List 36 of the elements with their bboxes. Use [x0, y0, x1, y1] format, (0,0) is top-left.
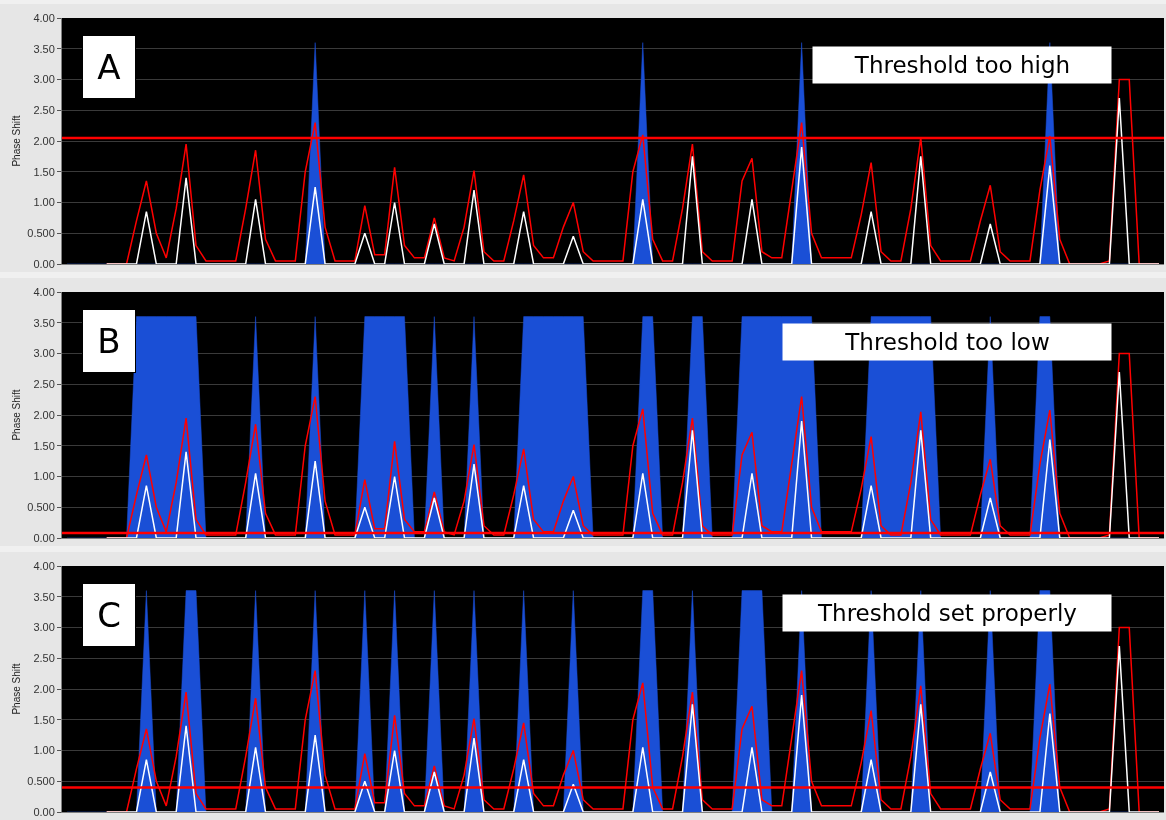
y-tick-label: 4.00: [33, 559, 55, 572]
annotation: Threshold too high: [853, 52, 1071, 78]
y-tick-label: 2.00: [33, 408, 55, 421]
y-tick-label: 0.500: [27, 775, 55, 788]
y-tick-label: 1.50: [33, 165, 55, 178]
y-tick-label: 3.00: [33, 621, 55, 634]
annotation: Threshold too low: [844, 329, 1050, 355]
annotation: C: [97, 595, 121, 635]
y-tick-label: 0.00: [33, 805, 55, 818]
y-tick-label: 0.00: [33, 257, 55, 270]
y-tick-label: 1.50: [33, 439, 55, 452]
y-tick-label: 1.00: [33, 196, 55, 209]
y-tick-label: 3.00: [33, 73, 55, 86]
y-tick-label: 2.50: [33, 104, 55, 117]
y-axis-title: Phase Shift: [11, 663, 23, 715]
y-tick-label: 0.500: [27, 501, 55, 514]
y-tick-label: 2.00: [33, 134, 55, 147]
y-tick-label: 3.00: [33, 347, 55, 360]
y-axis-title: Phase Shift: [11, 389, 23, 441]
y-tick-label: 3.50: [33, 42, 55, 55]
y-tick-label: 2.00: [33, 682, 55, 695]
y-tick-label: 1.00: [33, 470, 55, 483]
y-tick-label: 4.00: [33, 285, 55, 298]
y-tick-label: 3.50: [33, 316, 55, 329]
annotation: A: [97, 47, 121, 87]
y-tick-label: 3.50: [33, 590, 55, 603]
y-tick-label: 0.00: [33, 531, 55, 544]
annotation: Threshold set properly: [817, 600, 1077, 626]
y-axis-title: Phase Shift: [11, 115, 23, 167]
y-tick-label: 1.50: [33, 713, 55, 726]
y-tick-label: 2.50: [33, 652, 55, 665]
y-tick-label: 1.00: [33, 744, 55, 757]
annotation: B: [97, 321, 121, 361]
y-tick-label: 0.500: [27, 227, 55, 240]
y-tick-label: 2.50: [33, 378, 55, 391]
y-tick-label: 4.00: [33, 11, 55, 24]
